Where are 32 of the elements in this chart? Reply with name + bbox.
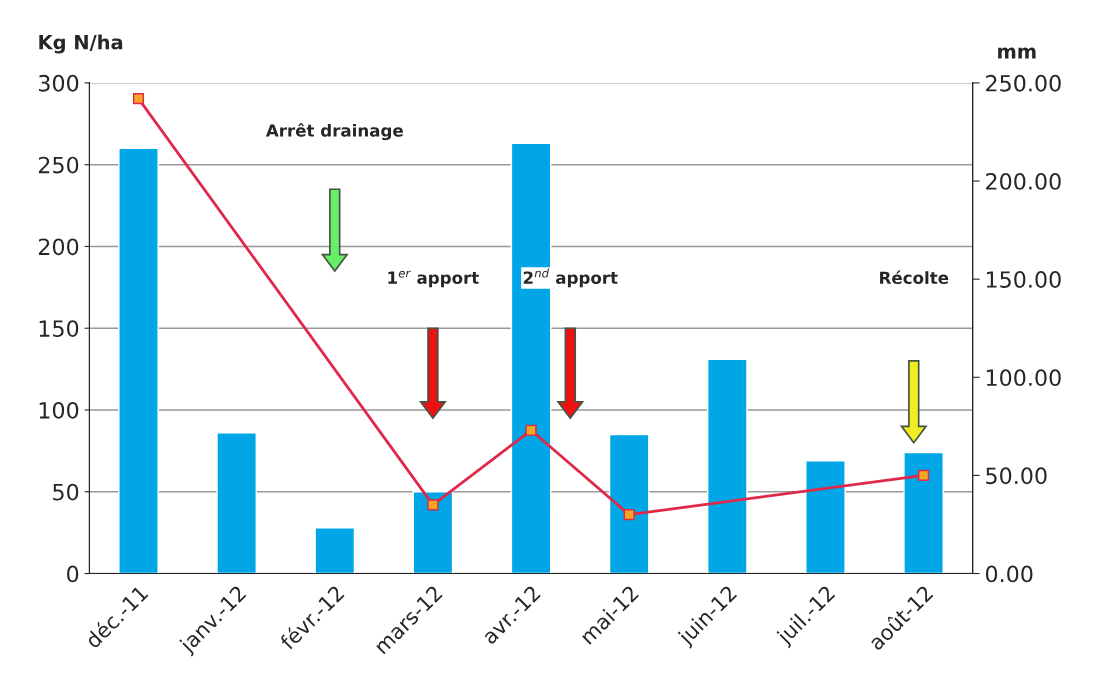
annotation: 1$^{er}$ apport [388, 270, 479, 288]
y2-axis-title: mm [998, 47, 1036, 59]
y-tick-label: 200 [38, 238, 79, 256]
bar [903, 451, 944, 574]
bar [805, 459, 846, 574]
y2-tick-label: 100.00 [986, 369, 1061, 387]
bar [412, 491, 454, 574]
bar [706, 358, 748, 574]
bar [608, 433, 650, 574]
point [525, 424, 537, 436]
bar [118, 147, 159, 574]
y-tick-label: 150 [39, 320, 79, 337]
y2-tick-label: 200.00 [986, 172, 1061, 190]
y-tick-label: 0 [67, 565, 79, 583]
annotation: Récolte [880, 270, 949, 285]
y-tick-label: 300 [39, 74, 79, 92]
annotation: Arrêt drainage [265, 123, 403, 141]
point [427, 499, 439, 511]
point [623, 509, 635, 521]
y-tick-label: 100 [39, 401, 79, 419]
point [132, 93, 145, 105]
bar [216, 432, 257, 574]
y2-tick-label: 150.00 [986, 271, 1061, 288]
y-tick-label: 50 [53, 483, 79, 501]
y-axis-title: Kg N/ha [39, 34, 123, 54]
point [918, 469, 930, 481]
y2-tick-label: 250.00 [986, 74, 1061, 92]
bar [314, 527, 356, 574]
annotation: 2$^{nd}$ apport [523, 268, 618, 288]
y2-tick-label: 0.00 [985, 565, 1033, 583]
y-tick-label: 250 [38, 156, 79, 174]
y2-tick-label: 50.00 [986, 467, 1047, 485]
